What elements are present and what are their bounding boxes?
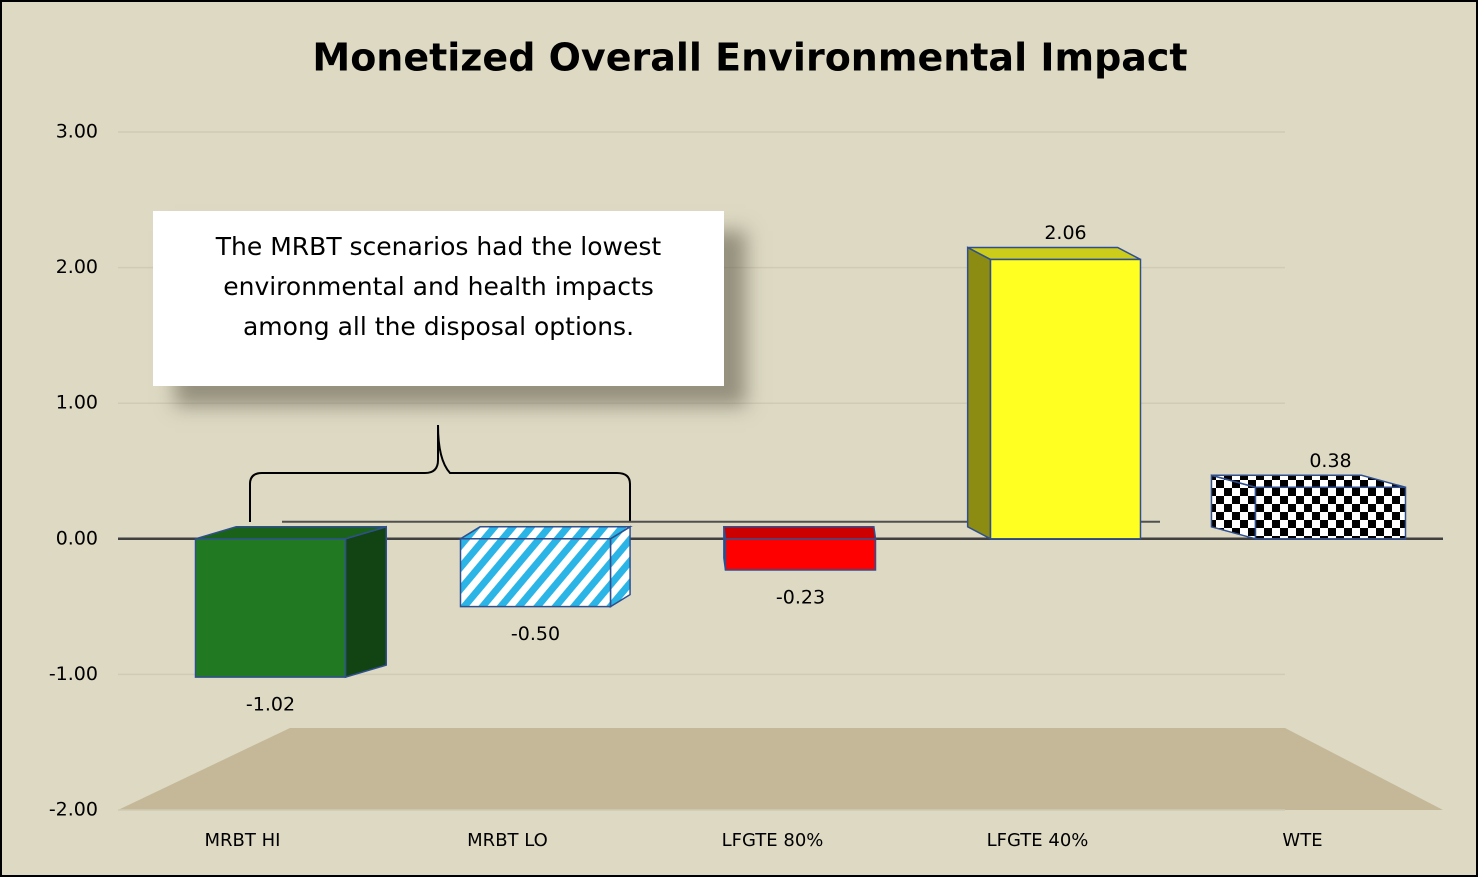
bracket xyxy=(249,424,631,522)
bar xyxy=(194,538,347,678)
y-tick-label: 2.00 xyxy=(56,256,98,278)
bar xyxy=(459,538,612,608)
bar xyxy=(989,258,1142,540)
bar xyxy=(724,538,877,571)
bar xyxy=(1254,486,1407,540)
bar-side xyxy=(344,525,388,679)
value-label: 2.06 xyxy=(1044,222,1086,244)
chart-title: Monetized Overall Environmental Impact xyxy=(312,36,1187,80)
x-tick-label: MRBT HI xyxy=(205,830,281,851)
value-label: -1.02 xyxy=(246,694,295,716)
value-label: -0.50 xyxy=(511,623,560,645)
value-label: -0.23 xyxy=(776,586,825,608)
y-tick-label: 0.00 xyxy=(56,527,98,549)
y-tick-label: 3.00 xyxy=(56,121,98,143)
bar-side xyxy=(609,525,631,608)
value-label: 0.38 xyxy=(1309,450,1351,472)
y-tick-label: -1.00 xyxy=(49,663,98,685)
x-tick-label: LFGTE 80% xyxy=(722,830,824,851)
y-tick-label: -2.00 xyxy=(49,799,98,821)
bar-top xyxy=(967,246,1141,261)
x-tick-label: WTE xyxy=(1282,830,1322,851)
x-tick-label: LFGTE 40% xyxy=(987,830,1089,851)
annotation: The MRBT scenarios had the lowest enviro… xyxy=(153,211,724,386)
y-tick-label: 1.00 xyxy=(56,392,98,414)
floor xyxy=(118,728,1443,810)
bar-top xyxy=(723,526,877,540)
bar-side xyxy=(966,246,992,541)
x-tick-label: MRBT LO xyxy=(467,830,548,851)
bar-top xyxy=(457,526,633,540)
